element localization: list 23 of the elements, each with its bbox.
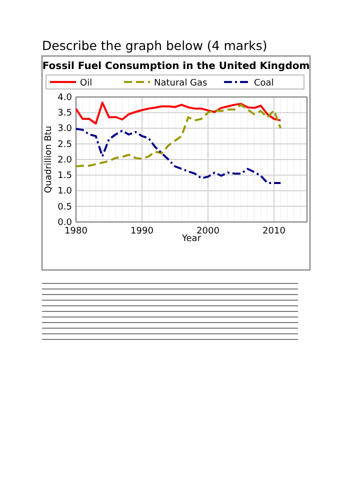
y-tick-label: 3.5 — [58, 108, 72, 119]
x-tick-label: 1990 — [130, 226, 154, 236]
y-tick-label: 2.0 — [58, 155, 72, 166]
x-tick-label: 2010 — [262, 226, 286, 236]
line-series — [75, 128, 282, 184]
chart-title: Fossil Fuel Consumption in the United Kingdom — [42, 61, 310, 72]
x-axis-title: Year — [180, 234, 202, 244]
y-tick-label: 1.5 — [58, 171, 72, 182]
legend-label: Natural Gas — [154, 78, 208, 88]
y-tick-label: 0.0 — [58, 218, 72, 228]
y-tick-label: 1.0 — [58, 186, 72, 197]
line-series — [75, 104, 282, 168]
y-tick-label: 2.5 — [58, 140, 72, 150]
text: Describe the graph below (4 marks) — [42, 38, 268, 53]
y-axis-title: Quadrillion Btu — [44, 126, 54, 194]
x-tick-label: 1980 — [64, 226, 88, 236]
legend-label: Oil — [80, 78, 92, 88]
x-tick-label: 2000 — [196, 226, 220, 236]
y-tick-label: 4.0 — [58, 92, 72, 103]
line-series — [75, 102, 282, 125]
legend-label: Coal — [254, 78, 274, 88]
y-tick-label: 0.5 — [58, 202, 72, 212]
y-tick-label: 3.0 — [58, 124, 72, 134]
